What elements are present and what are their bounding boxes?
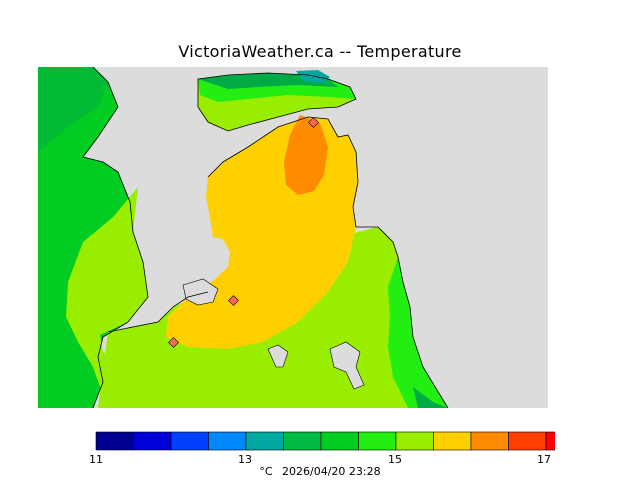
coastline-east bbox=[207, 116, 449, 408]
unit-label: °C bbox=[259, 465, 273, 478]
legend-swatch bbox=[208, 431, 247, 451]
warm-spot-orange bbox=[284, 115, 328, 195]
legend-swatch bbox=[133, 431, 172, 451]
land-southeast-darkgreen bbox=[413, 387, 448, 408]
temperature-map bbox=[38, 67, 548, 408]
legend-swatch bbox=[245, 431, 284, 451]
map-svg bbox=[38, 67, 548, 408]
timestamp: 2026/04/20 23:28 bbox=[282, 465, 381, 478]
legend-swatch bbox=[320, 431, 359, 451]
land-west-yellowgreen bbox=[66, 187, 148, 397]
station-marker[interactable] bbox=[228, 295, 239, 306]
temperature-legend bbox=[95, 431, 592, 457]
station-marker[interactable] bbox=[168, 337, 179, 348]
coastline-strait bbox=[107, 291, 209, 333]
chart-title: VictoriaWeather.ca -- Temperature bbox=[178, 42, 462, 61]
legend-swatch bbox=[95, 431, 134, 451]
legend-swatch bbox=[358, 431, 397, 451]
lake-1 bbox=[267, 344, 289, 368]
lake-2 bbox=[329, 341, 365, 390]
legend-tick-13: 13 bbox=[238, 453, 252, 466]
station-marker[interactable] bbox=[308, 117, 319, 128]
legend-colorbar bbox=[95, 431, 592, 451]
legend-tick-min: 11 bbox=[89, 453, 103, 466]
footer: °C 2026/04/20 23:28 bbox=[0, 465, 640, 478]
legend-swatch bbox=[395, 431, 434, 451]
land-south-green bbox=[388, 257, 448, 408]
inlet-water bbox=[182, 278, 219, 306]
coastline-north-island bbox=[197, 72, 357, 132]
legend-swatch bbox=[283, 431, 322, 451]
legend-tick-15: 15 bbox=[388, 453, 402, 466]
legend-swatch bbox=[508, 431, 547, 451]
land-west-dark-green bbox=[38, 67, 108, 152]
north-island-teal bbox=[296, 70, 330, 83]
legend-swatch bbox=[470, 431, 509, 451]
legend-swatch bbox=[170, 431, 209, 451]
legend-tick-max: 17 bbox=[537, 453, 551, 466]
legend-swatch bbox=[433, 431, 472, 451]
legend-swatch bbox=[545, 431, 584, 451]
coastline-west bbox=[82, 67, 149, 408]
